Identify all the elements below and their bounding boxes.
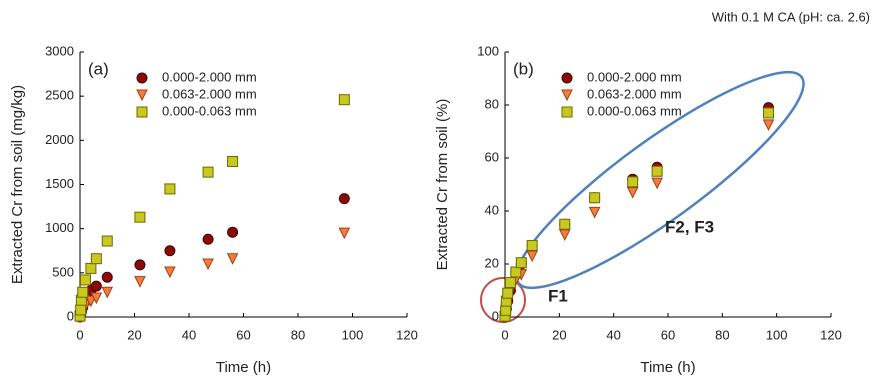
x-tick-label: 100	[766, 327, 788, 342]
y-tick-label: 500	[52, 264, 74, 279]
point	[134, 276, 146, 288]
y-tick-label: 2500	[45, 88, 74, 103]
point	[101, 271, 113, 283]
point	[90, 280, 102, 292]
y-tick-label: 0	[492, 308, 499, 323]
x-tick-label: 120	[396, 327, 418, 342]
point	[763, 107, 775, 119]
point	[164, 266, 176, 279]
point	[226, 253, 239, 265]
point	[651, 165, 663, 177]
point	[588, 206, 601, 219]
point	[526, 239, 538, 251]
point	[626, 186, 639, 199]
point	[79, 274, 91, 286]
point	[227, 226, 239, 238]
x-tick-label: 0	[501, 327, 508, 342]
y-axis-title: Extracted Cr from soil (mg/kg)	[9, 85, 26, 284]
x-tick-label: 120	[820, 327, 842, 342]
x-tick-label: 100	[342, 327, 364, 342]
legend-marker	[136, 89, 148, 102]
point	[338, 227, 351, 240]
legend-marker	[136, 106, 148, 118]
point	[559, 218, 571, 230]
point	[90, 292, 103, 305]
point	[762, 119, 775, 131]
point	[90, 253, 102, 265]
f2-f3-ellipse	[515, 70, 805, 290]
annotation: F1	[548, 286, 568, 305]
point	[558, 229, 571, 241]
legend-label: 0.000-2.000 mm	[587, 69, 682, 84]
x-axis-title: Time (h)	[216, 359, 271, 376]
point	[164, 245, 176, 257]
point	[589, 192, 601, 204]
point	[85, 295, 97, 308]
y-tick-label: 60	[485, 149, 499, 164]
panel-label: (b)	[513, 59, 534, 78]
point	[515, 257, 527, 269]
point	[627, 176, 639, 188]
x-tick-label: 20	[127, 327, 141, 342]
x-tick-label: 40	[606, 327, 620, 342]
legend-label: 0.000-0.063 mm	[587, 103, 682, 118]
legend-marker	[561, 72, 573, 84]
point	[101, 235, 113, 247]
legend-marker	[561, 89, 573, 102]
point	[504, 277, 516, 289]
legend-label: 0.000-0.063 mm	[162, 103, 257, 118]
legend-label: 0.000-2.000 mm	[162, 69, 257, 84]
point	[526, 250, 538, 263]
x-axis-title: Time (h)	[640, 359, 695, 376]
x-tick-label: 20	[552, 327, 566, 342]
point	[77, 286, 89, 298]
x-tick-label: 80	[715, 327, 729, 342]
point	[101, 286, 114, 299]
point	[202, 258, 214, 271]
y-tick-label: 100	[477, 43, 499, 58]
point	[85, 262, 97, 274]
point	[502, 287, 514, 299]
y-tick-label: 3000	[45, 43, 74, 58]
y-tick-label: 80	[485, 96, 499, 111]
y-tick-label: 1500	[45, 176, 74, 191]
x-tick-label: 80	[291, 327, 305, 342]
y-tick-label: 20	[485, 255, 499, 270]
point	[75, 304, 87, 316]
y-tick-label: 0	[67, 308, 74, 323]
x-tick-label: 40	[182, 327, 196, 342]
point	[338, 193, 350, 205]
legend-marker	[136, 72, 148, 84]
point	[134, 259, 146, 271]
point	[164, 183, 176, 195]
legend-marker	[561, 106, 573, 118]
point	[202, 233, 214, 245]
x-tick-label: 60	[661, 327, 675, 342]
x-tick-label: 60	[236, 327, 250, 342]
legend-label: 0.063-2.000 mm	[162, 86, 257, 101]
point	[227, 156, 239, 168]
point	[500, 304, 512, 316]
y-tick-label: 2000	[45, 132, 74, 147]
point	[134, 211, 146, 223]
y-axis-title: Extracted Cr from soil (%)	[434, 99, 451, 271]
legend-label: 0.063-2.000 mm	[587, 86, 682, 101]
y-tick-label: 40	[485, 202, 499, 217]
point	[510, 266, 522, 278]
condition-note: With 0.1 M CA (pH: ca. 2.6)	[712, 9, 870, 24]
x-tick-label: 0	[76, 327, 83, 342]
point	[651, 177, 663, 190]
panel-label: (a)	[88, 59, 109, 78]
y-tick-label: 1000	[45, 220, 74, 235]
point	[202, 166, 214, 178]
point	[338, 94, 350, 106]
annotation: F2, F3	[665, 217, 714, 236]
